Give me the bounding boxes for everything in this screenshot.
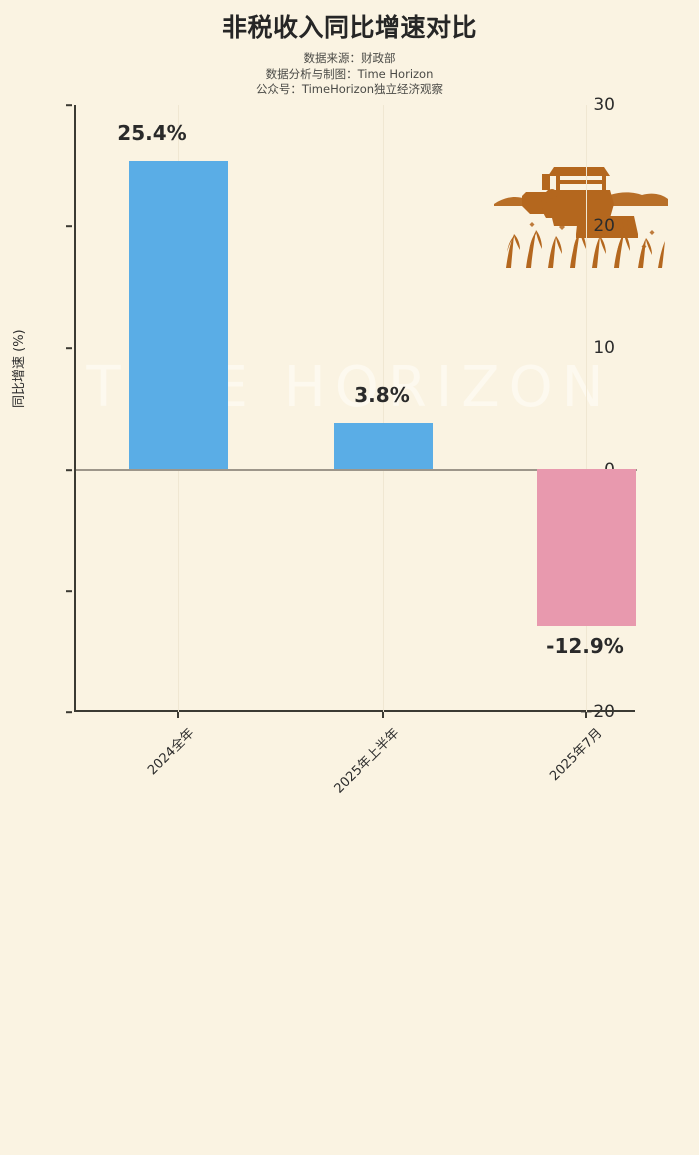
- y-tick-mark-10: [66, 347, 72, 349]
- subtitle-analysis: 数据分析与制图：Time Horizon: [265, 66, 434, 81]
- chart-figure: 非税收入同比增速对比 数据来源：财政部 数据分析与制图：Time Horizon…: [0, 13, 699, 797]
- y-axis-label: 同比增速 (%): [12, 329, 27, 408]
- bar-2025-july[interactable]: [537, 469, 636, 626]
- x-tick-label-0: 2024全年: [145, 725, 198, 779]
- combine-harvester-wheat-field-icon: [494, 167, 668, 268]
- x-tick-mark-2: [585, 712, 587, 718]
- y-tick-mark-0: [66, 469, 72, 471]
- x-tick-mark-1: [382, 712, 384, 718]
- x-tick-label-2: 2025年7月: [547, 725, 606, 785]
- plot-area: [74, 105, 637, 712]
- grid-line-1: [383, 105, 384, 712]
- chart-subtitle: 数据来源：财政部 数据分析与制图：Time Horizon 公众号：TimeHo…: [0, 51, 699, 98]
- chart-title: 非税收入同比增速对比: [221, 13, 477, 42]
- y-tick-mark-minus20: [66, 711, 72, 713]
- grid-line-2: [586, 105, 587, 712]
- bar-value-label-2: -12.9%: [546, 634, 624, 658]
- y-tick-label-minus20: −20: [579, 702, 615, 722]
- y-tick-mark-minus10: [66, 590, 72, 592]
- y-tick-label-10: 10: [593, 338, 615, 358]
- zero-line: [76, 469, 637, 471]
- bar-value-label-0: 25.4%: [117, 121, 187, 145]
- subtitle-account: 公众号：TimeHorizon独立经济观察: [255, 82, 444, 96]
- subtitle-source: 数据来源：财政部: [303, 51, 396, 65]
- y-tick-label-30: 30: [593, 95, 615, 115]
- bar-2025-first-half[interactable]: [334, 423, 433, 469]
- y-tick-mark-20: [66, 225, 72, 227]
- bar-value-label-1: 3.8%: [354, 383, 410, 407]
- bar-2024-full-year[interactable]: [129, 161, 228, 469]
- y-tick-label-20: 20: [593, 216, 615, 236]
- x-tick-mark-0: [177, 712, 179, 718]
- y-tick-mark-30: [66, 104, 72, 106]
